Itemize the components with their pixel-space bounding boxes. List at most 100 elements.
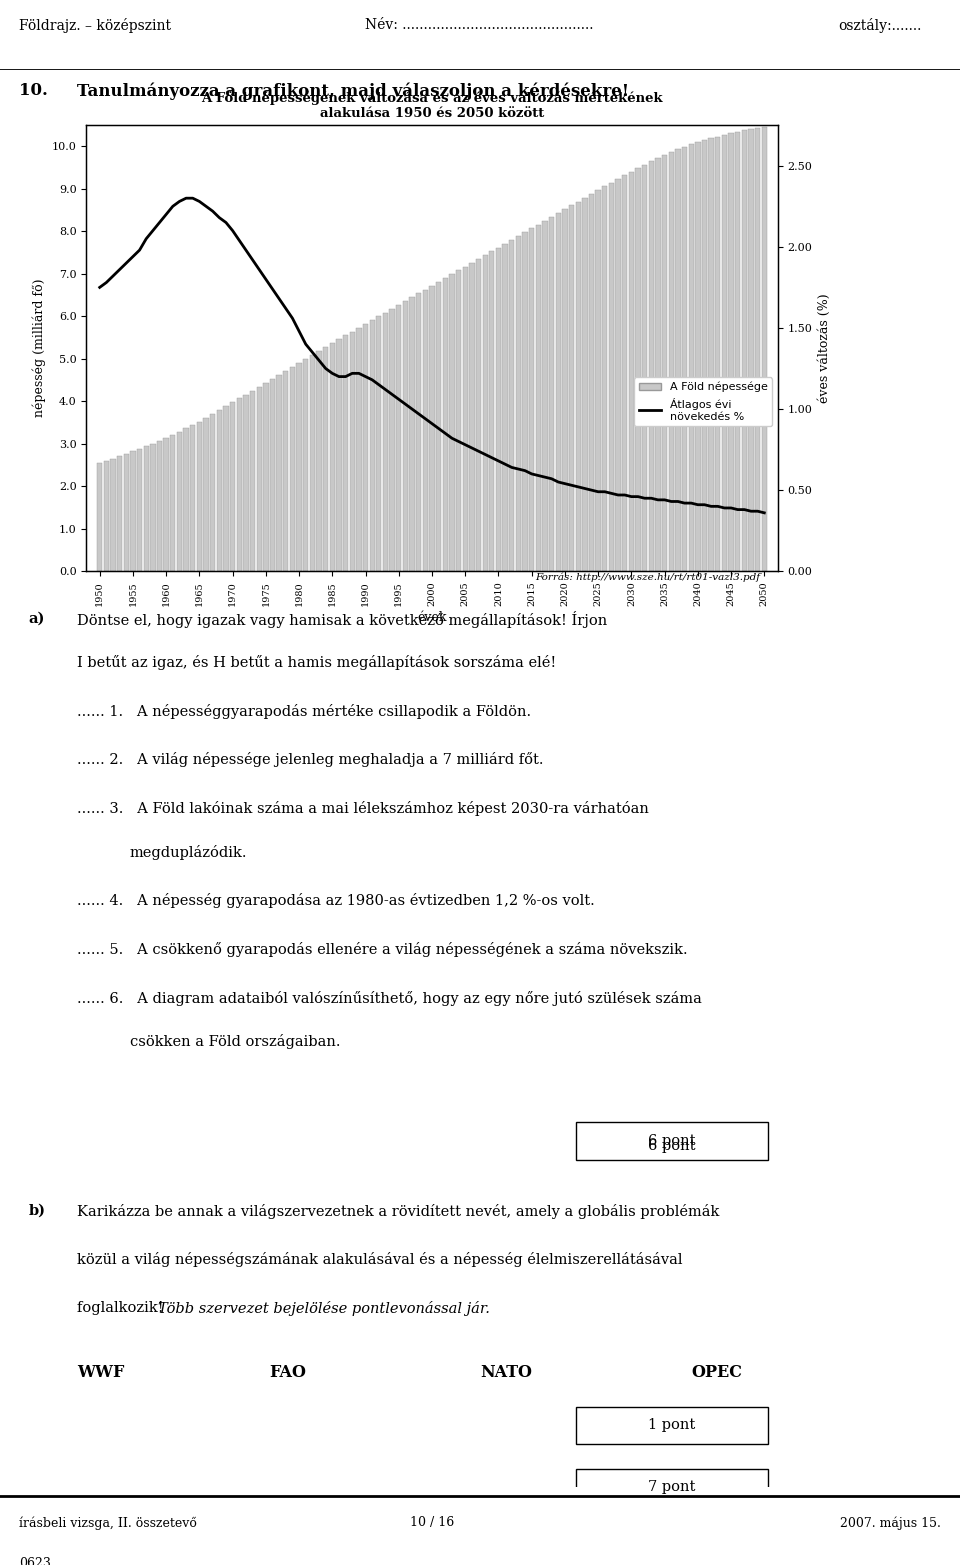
Text: ...... 6.   A diagram adataiból valószínűsíthető, hogy az egy nőre jutó szülések: ...... 6. A diagram adataiból valószínűs…: [77, 991, 702, 1006]
Bar: [356, 327, 362, 571]
Bar: [416, 293, 421, 571]
Bar: [449, 274, 455, 571]
Bar: [224, 407, 228, 571]
Bar: [210, 415, 215, 571]
Bar: [656, 158, 660, 571]
Bar: [549, 218, 554, 571]
Text: ...... 3.   A Föld lakóinak száma a mai lélekszámhoz képest 2030-ra várhatóan: ...... 3. A Föld lakóinak száma a mai lé…: [77, 801, 649, 815]
Bar: [297, 363, 301, 571]
Text: csökken a Föld országaiban.: csökken a Föld országaiban.: [130, 1034, 340, 1050]
Bar: [403, 300, 408, 571]
Text: Földrajz. – középszint: Földrajz. – középszint: [19, 17, 171, 33]
Bar: [536, 225, 541, 571]
Bar: [622, 175, 628, 571]
Bar: [217, 410, 222, 571]
Bar: [649, 161, 654, 571]
Text: ...... 1.   A népességgyarapodás mértéke csillapodik a Földön.: ...... 1. A népességgyarapodás mértéke c…: [77, 704, 531, 718]
Bar: [675, 149, 681, 571]
Text: Döntse el, hogy igazak vagy hamisak a következő megállapítások! Írjon: Döntse el, hogy igazak vagy hamisak a kö…: [77, 612, 612, 629]
Text: közül a világ népességszámának alakulásával és a népesség élelmiszerellátásával: közül a világ népességszámának alakulásá…: [77, 1252, 683, 1268]
Bar: [429, 286, 435, 571]
Bar: [270, 379, 276, 571]
Text: 7 pont: 7 pont: [648, 1480, 696, 1495]
Bar: [131, 451, 135, 571]
Bar: [749, 128, 754, 571]
Bar: [542, 221, 547, 571]
Text: a): a): [29, 612, 45, 626]
Bar: [104, 460, 109, 571]
Text: osztály:.......: osztály:.......: [838, 17, 922, 33]
Bar: [563, 210, 567, 571]
X-axis label: évek: évek: [418, 612, 446, 624]
Bar: [329, 343, 335, 571]
FancyBboxPatch shape: [576, 1407, 768, 1444]
Bar: [370, 321, 374, 571]
Bar: [190, 426, 196, 571]
Bar: [336, 340, 342, 571]
Bar: [144, 446, 149, 571]
Bar: [436, 282, 442, 571]
Bar: [516, 236, 521, 571]
Bar: [463, 266, 468, 571]
Bar: [383, 313, 388, 571]
Bar: [582, 197, 588, 571]
Bar: [443, 279, 448, 571]
Bar: [163, 438, 169, 571]
Bar: [615, 178, 621, 571]
Bar: [469, 263, 474, 571]
Bar: [349, 332, 355, 571]
Bar: [197, 421, 202, 571]
Bar: [422, 290, 428, 571]
Text: 1 pont: 1 pont: [648, 1418, 696, 1432]
Y-axis label: népesség (milliárd fő): népesség (milliárd fő): [33, 279, 46, 418]
Text: 6 pont: 6 pont: [648, 1135, 696, 1149]
Bar: [490, 252, 494, 571]
Bar: [170, 435, 176, 571]
Text: OPEC: OPEC: [691, 1365, 742, 1382]
Legend: A Föld népessége, Átlagos évi
növekedés %: A Föld népessége, Átlagos évi növekedés …: [635, 377, 772, 426]
Bar: [695, 142, 701, 571]
Bar: [97, 463, 103, 571]
Text: ...... 4.   A népesség gyarapodása az 1980-as évtizedben 1,2 %-os volt.: ...... 4. A népesség gyarapodása az 1980…: [77, 894, 594, 908]
Bar: [376, 316, 381, 571]
Title: A Föld népességének változása és az éves változás mértékének
alakulása 1950 és 2: A Föld népességének változása és az éves…: [202, 91, 662, 121]
Text: WWF: WWF: [77, 1365, 124, 1382]
Bar: [556, 213, 561, 571]
Text: 2007. május 15.: 2007. május 15.: [840, 1516, 941, 1529]
Bar: [456, 271, 461, 571]
Bar: [250, 391, 255, 571]
Bar: [495, 247, 501, 571]
Text: Név: .............................................: Név: ...................................…: [365, 17, 593, 31]
Text: írásbeli vizsga, II. összetevő: írásbeli vizsga, II. összetevő: [19, 1516, 197, 1529]
Bar: [323, 347, 328, 571]
Bar: [668, 152, 674, 571]
Text: Karikázza be annak a világszervezetnek a rövidített nevét, amely a globális prob: Karikázza be annak a világszervezetnek a…: [77, 1203, 719, 1219]
Bar: [263, 383, 269, 571]
Bar: [204, 418, 208, 571]
Bar: [124, 454, 129, 571]
FancyBboxPatch shape: [576, 1468, 768, 1506]
Bar: [576, 202, 581, 571]
Bar: [256, 387, 262, 571]
Bar: [310, 355, 315, 571]
Bar: [303, 358, 308, 571]
Bar: [529, 228, 535, 571]
Bar: [137, 449, 142, 571]
Bar: [708, 138, 714, 571]
Bar: [722, 135, 727, 571]
Text: FAO: FAO: [269, 1365, 306, 1382]
Bar: [283, 371, 288, 571]
Text: 6 pont: 6 pont: [648, 1139, 696, 1153]
Bar: [243, 394, 249, 571]
Bar: [483, 255, 488, 571]
Bar: [236, 399, 242, 571]
Bar: [755, 128, 760, 571]
Bar: [682, 147, 687, 571]
Bar: [396, 305, 401, 571]
Bar: [390, 308, 395, 571]
Bar: [317, 351, 322, 571]
Bar: [636, 167, 640, 571]
Bar: [502, 244, 508, 571]
Bar: [363, 324, 369, 571]
Text: Tanulmányozza a grafikont, majd válaszoljon a kérdésekre!: Tanulmányozza a grafikont, majd válaszol…: [77, 83, 629, 100]
